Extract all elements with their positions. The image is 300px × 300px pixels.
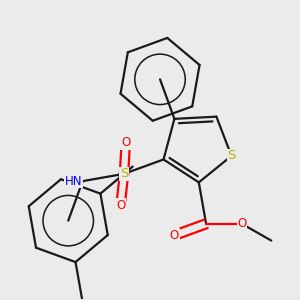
Text: O: O xyxy=(121,136,130,149)
Text: O: O xyxy=(170,229,179,242)
Text: O: O xyxy=(116,199,125,212)
Text: HN: HN xyxy=(65,175,82,188)
Text: S: S xyxy=(120,167,128,180)
Text: O: O xyxy=(237,217,247,230)
Text: S: S xyxy=(227,149,236,162)
